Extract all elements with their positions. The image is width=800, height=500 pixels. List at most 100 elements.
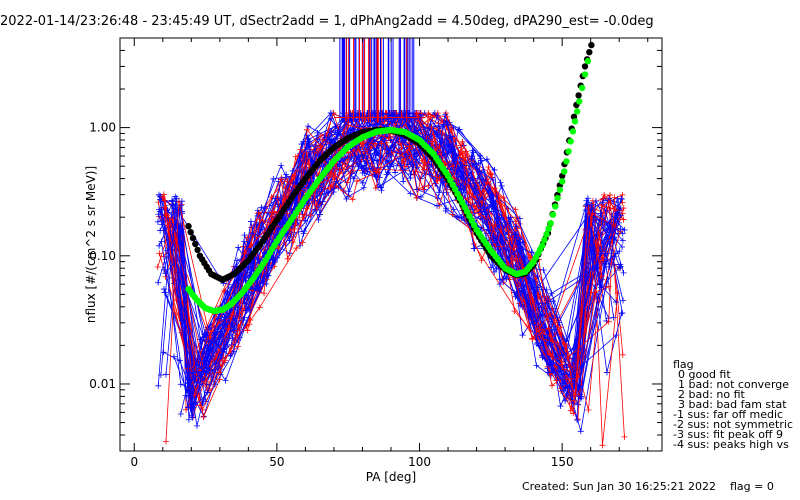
- flux-point: [378, 140, 385, 147]
- flux-point: [429, 138, 436, 145]
- flux-point: [519, 245, 526, 252]
- flux-point: [193, 422, 200, 429]
- flux-point: [471, 245, 478, 252]
- flux-point: [246, 307, 253, 314]
- flux-point: [275, 245, 282, 252]
- flux-point: [611, 194, 618, 201]
- flux-point: [247, 218, 254, 225]
- flux-point: [214, 326, 221, 333]
- flux-point: [577, 383, 584, 390]
- flux-point: [585, 406, 592, 413]
- flux-point: [493, 265, 500, 272]
- flux-point: [546, 310, 553, 317]
- flux-point: [615, 219, 622, 226]
- flux-point: [620, 216, 627, 223]
- flux-point: [206, 333, 213, 340]
- flux-point: [436, 189, 443, 196]
- flux-point: [269, 209, 276, 216]
- flux-point: [277, 176, 284, 183]
- fit-curve-green-point: [541, 236, 548, 244]
- y-tick-label: 1.00: [89, 121, 116, 135]
- flux-point: [203, 378, 210, 385]
- flux-point: [400, 178, 407, 185]
- flux-point: [184, 404, 191, 411]
- fit-curve-black-point: [581, 63, 589, 70]
- fit-curves-layer: [185, 41, 595, 315]
- flux-point: [414, 186, 421, 193]
- flux-point: [306, 138, 313, 145]
- flux-point: [317, 132, 324, 139]
- flux-point: [221, 287, 228, 294]
- flux-point: [498, 222, 505, 229]
- flux-point: [234, 327, 241, 334]
- flux-point: [214, 315, 221, 322]
- flux-point: [314, 129, 321, 136]
- flux-point: [304, 135, 311, 142]
- flux-point: [155, 382, 162, 389]
- fit-curve-black-point: [192, 240, 199, 248]
- flux-point: [229, 321, 236, 328]
- flux-point: [258, 204, 265, 211]
- flux-point: [240, 317, 247, 324]
- flux-point: [261, 290, 268, 297]
- flux-point: [374, 174, 381, 181]
- fit-curve-green-point: [556, 186, 564, 193]
- flux-point: [274, 254, 281, 261]
- flux-point: [560, 387, 567, 394]
- flux-point: [178, 198, 185, 205]
- flux-point: [293, 245, 300, 252]
- flux-point: [340, 158, 347, 165]
- flux-point: [617, 226, 624, 233]
- flux-point: [613, 299, 620, 306]
- flux-point: [519, 287, 526, 294]
- flux-point: [354, 157, 361, 164]
- flux-trace: [165, 112, 590, 407]
- flux-point: [490, 176, 497, 183]
- flux-point: [330, 188, 337, 195]
- flux-point: [550, 359, 557, 366]
- flux-point: [446, 134, 453, 141]
- flux-point: [562, 397, 569, 404]
- flux-point: [513, 223, 520, 230]
- flux-point: [605, 283, 612, 290]
- flux-point: [512, 206, 519, 213]
- y-tick-label: 0.01: [89, 377, 116, 391]
- flux-point: [227, 353, 234, 360]
- flux-point: [598, 273, 605, 280]
- flux-point: [286, 237, 293, 244]
- flux-point: [548, 290, 555, 297]
- flux-point: [222, 377, 229, 384]
- axis-ticks: 0 50 100 150 0.01 0.10 1.00: [89, 37, 662, 469]
- flux-point: [488, 264, 495, 271]
- flux-point: [459, 162, 466, 169]
- flux-point: [350, 175, 357, 182]
- flux-point: [434, 112, 441, 119]
- flux-point: [283, 171, 290, 178]
- created-timestamp: Created: Sun Jan 30 16:25:21 2022: [522, 480, 716, 493]
- legend-item: 1 bad: not converge: [678, 378, 790, 391]
- flux-point: [154, 218, 161, 225]
- flux-point: [244, 234, 251, 241]
- flux-point: [540, 267, 547, 274]
- flag-value: flag = 0: [730, 480, 774, 493]
- flux-point: [161, 266, 168, 273]
- flux-point: [456, 126, 463, 133]
- flux-point: [619, 191, 626, 198]
- flux-point: [278, 162, 285, 169]
- flux-point: [477, 204, 484, 211]
- flux-point: [205, 367, 212, 374]
- flux-point: [618, 310, 625, 317]
- fit-curve-black-point: [189, 234, 197, 242]
- flux-point: [511, 231, 518, 238]
- fit-curve-black-point: [588, 41, 595, 49]
- flux-point: [478, 257, 485, 264]
- flux-point: [161, 204, 168, 211]
- flux-point: [355, 163, 362, 170]
- flux-point: [427, 120, 434, 127]
- flux-point: [614, 290, 621, 297]
- legend-item: 3 bad: bad fam stat: [678, 398, 787, 411]
- flux-point: [171, 209, 178, 216]
- flux-point: [592, 197, 599, 204]
- flux-point: [254, 286, 261, 293]
- x-axis-label: PA [deg]: [366, 470, 416, 484]
